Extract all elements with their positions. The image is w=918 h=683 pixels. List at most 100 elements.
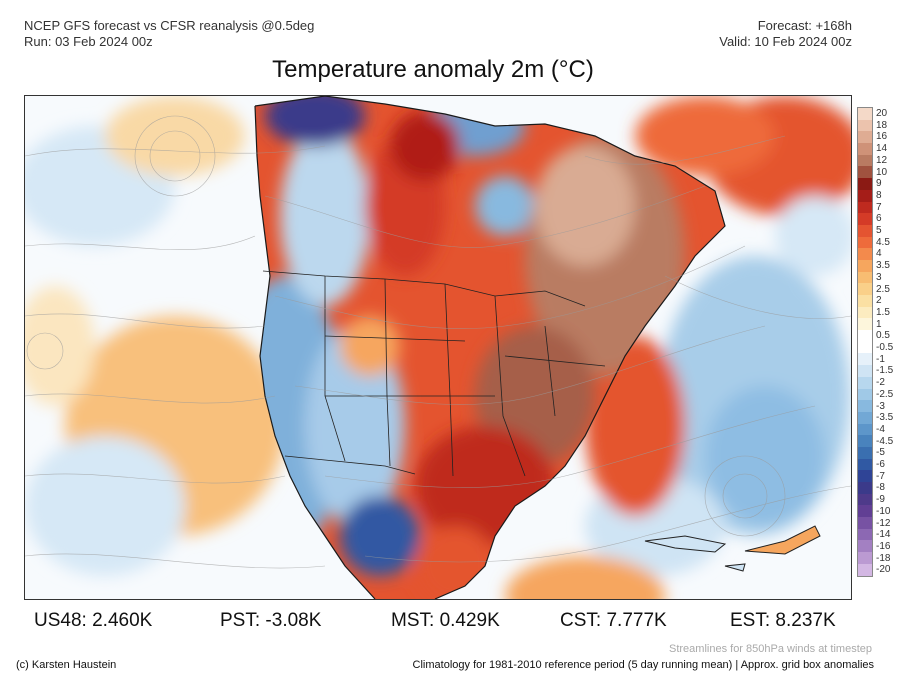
colorbar-label: -16 <box>876 540 891 552</box>
colorbar-label: 18 <box>876 119 888 131</box>
anomaly-map <box>24 95 852 600</box>
colorbar-cell <box>858 201 872 214</box>
credit: (c) Karsten Haustein <box>16 659 117 671</box>
colorbar-cell <box>858 470 872 482</box>
colorbar-label: -2 <box>876 377 885 389</box>
streamline-note: Streamlines for 850hPa winds at timestep <box>669 643 872 655</box>
colorbar-cell <box>858 131 872 144</box>
anomaly-map-canvas <box>25 96 851 599</box>
colorbar-label: 2.5 <box>876 283 890 295</box>
run-info: NCEP GFS forecast vs CFSR reanalysis @0.… <box>24 18 314 50</box>
colorbar-cell <box>858 365 872 377</box>
stat-value: 8.237K <box>775 610 836 631</box>
colorbar-label: -5 <box>876 447 885 459</box>
colorbar-label: 12 <box>876 154 888 166</box>
stat-value: 2.460K <box>92 610 153 631</box>
map-title: Temperature anomaly 2m (°C) <box>272 56 594 83</box>
colorbar-label: -7 <box>876 470 885 482</box>
colorbar-label: 6 <box>876 213 882 225</box>
colorbar-label: -9 <box>876 494 885 506</box>
stat-cst: CST: 7.777K <box>560 610 667 631</box>
stat-value: 7.777K <box>606 610 667 631</box>
colorbar-label: -12 <box>876 517 891 529</box>
colorbar-label: 14 <box>876 143 888 155</box>
colorbar-cell <box>858 166 872 179</box>
stat-mst: MST: 0.429K <box>391 610 500 631</box>
colorbar-label: 16 <box>876 131 888 143</box>
colorbar-cell <box>858 540 872 553</box>
colorbar-label: -1 <box>876 353 885 365</box>
colorbar-cell <box>858 189 872 202</box>
colorbar-label: 7 <box>876 201 882 213</box>
stat-label: PST <box>220 610 255 631</box>
colorbar-cell <box>858 482 872 494</box>
valid-date: Valid: 10 Feb 2024 00z <box>719 34 852 49</box>
colorbar-label: 1.5 <box>876 306 890 318</box>
colorbar-label: 4 <box>876 248 882 260</box>
colorbar-label: -20 <box>876 564 891 576</box>
streamlines <box>25 115 851 569</box>
colorbar-label: 0.5 <box>876 330 890 342</box>
colorbar-cell <box>858 271 872 284</box>
colorbar-cell <box>858 400 872 412</box>
colorbar-label: -0.5 <box>876 342 894 353</box>
colorbar-cell <box>858 376 872 389</box>
model-description: NCEP GFS forecast vs CFSR reanalysis @0.… <box>24 18 315 33</box>
colorbar-cell <box>858 505 872 518</box>
stat-us48: US48: 2.460K <box>34 610 153 631</box>
colorbar-label: -6 <box>876 459 885 470</box>
colorbar-cell <box>858 330 872 342</box>
colorbar-cell <box>858 528 872 541</box>
colorbar-label: 3 <box>876 271 882 283</box>
colorbar-label: -4 <box>876 423 885 435</box>
colorbar-label: -1.5 <box>876 365 894 377</box>
colorbar-cell <box>858 388 872 401</box>
colorbar-label: -3.5 <box>876 412 894 424</box>
colorbar <box>857 107 873 577</box>
stat-label: EST <box>730 610 765 631</box>
stat-pst: PST: -3.08K <box>220 610 322 631</box>
colorbar-cell <box>858 353 872 366</box>
colorbar-cell <box>858 446 872 459</box>
stat-label: CST <box>560 610 596 631</box>
coastline <box>254 96 726 599</box>
stat-label: MST <box>391 610 429 631</box>
colorbar-cell <box>858 248 872 260</box>
colorbar-cell <box>858 552 872 564</box>
colorbar-cell <box>858 517 872 529</box>
colorbar-cell <box>858 411 872 424</box>
stat-est: EST: 8.237K <box>730 610 836 631</box>
colorbar-cell <box>858 178 872 190</box>
colorbar-cell <box>858 213 872 225</box>
ocean-anomalies <box>25 96 851 599</box>
caribbean-islands <box>644 525 821 572</box>
colorbar-cell <box>858 119 872 132</box>
stat-value: 0.429K <box>439 610 500 631</box>
colorbar-label: -14 <box>876 529 891 541</box>
colorbar-cell <box>858 236 872 249</box>
colorbar-label: 5 <box>876 225 882 236</box>
colorbar-label: -8 <box>876 482 885 494</box>
colorbar-cell <box>858 493 872 506</box>
colorbar-cell <box>858 108 872 120</box>
forecast-hour: Forecast: +168h <box>757 18 852 33</box>
colorbar-label: 9 <box>876 178 882 190</box>
forecast-info: Forecast: +168h Valid: 10 Feb 2024 00z <box>719 18 852 50</box>
colorbar-cell <box>858 259 872 272</box>
colorbar-label: -10 <box>876 505 891 517</box>
stat-label: US48 <box>34 610 82 631</box>
colorbar-cell <box>858 435 872 447</box>
colorbar-cell <box>858 154 872 167</box>
colorbar-cell <box>858 458 872 471</box>
colorbar-label: -3 <box>876 400 885 412</box>
colorbar-cell <box>858 306 872 319</box>
colorbar-label: 3.5 <box>876 260 890 272</box>
colorbar-cell <box>858 295 872 307</box>
colorbar-label: 1 <box>876 318 882 330</box>
colorbar-cell <box>858 318 872 331</box>
colorbar-cell <box>858 341 872 354</box>
colorbar-label: 10 <box>876 166 888 178</box>
climatology-note: Climatology for 1981-2010 reference peri… <box>412 659 874 671</box>
colorbar-label: -18 <box>876 552 891 564</box>
colorbar-cell <box>858 143 872 155</box>
